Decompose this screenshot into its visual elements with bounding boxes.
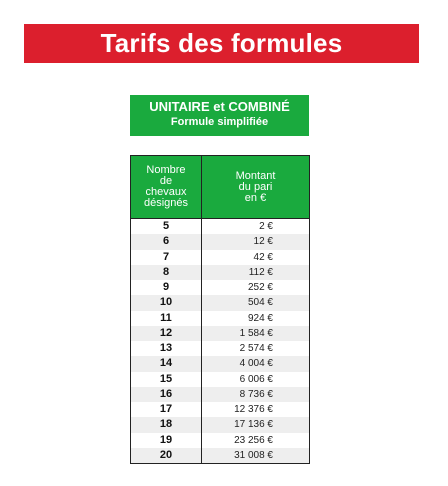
horses-count: 15 xyxy=(131,371,202,387)
horses-count: 19 xyxy=(131,432,202,448)
bet-amount: 504 € xyxy=(247,297,273,309)
table-body: 5 2 € 6 12 € 7 42 € 8 112 € 9 252 € 10 504 € 1… xyxy=(131,219,309,463)
horses-count: 20 xyxy=(131,447,202,463)
horses-count: 9 xyxy=(131,280,202,296)
tariff-table: Nombre de chevaux désignés Montant du pa… xyxy=(130,155,310,464)
horses-count: 12 xyxy=(131,325,202,341)
horses-count: 17 xyxy=(131,402,202,418)
bet-amount: 924 € xyxy=(247,312,273,324)
header-horses: Nombre de chevaux désignés xyxy=(131,156,202,218)
table-row: 8 112 € xyxy=(131,264,309,280)
table-row: 9 252 € xyxy=(131,280,309,296)
table-row: 10 504 € xyxy=(131,295,309,311)
table-row: 7 42 € xyxy=(131,249,309,265)
table-row: 18 17 136 € xyxy=(131,417,309,433)
horses-count: 16 xyxy=(131,386,202,402)
table-row: 19 23 256 € xyxy=(131,432,309,448)
horses-count: 13 xyxy=(131,341,202,357)
page-title: Tarifs des formules xyxy=(24,24,419,63)
bet-amount: 12 376 € xyxy=(234,404,273,415)
bet-amount: 31 008 € xyxy=(234,449,273,461)
formula-header: UNITAIRE et COMBINÉ Formule simplifiée xyxy=(130,95,309,136)
bet-amount: 4 004 € xyxy=(239,358,273,370)
table-row: 6 12 € xyxy=(131,234,309,250)
table-row: 11 924 € xyxy=(131,310,309,326)
bet-amount: 23 256 € xyxy=(234,434,273,446)
table-row: 16 8 736 € xyxy=(131,386,309,402)
horses-count: 6 xyxy=(131,234,202,250)
horses-count: 5 xyxy=(131,219,202,235)
table-row: 14 4 004 € xyxy=(131,356,309,372)
bet-amount: 252 € xyxy=(247,282,273,293)
formula-name: UNITAIRE et COMBINÉ xyxy=(149,99,290,114)
horses-count: 8 xyxy=(131,264,202,280)
table-row: 13 2 574 € xyxy=(131,341,309,357)
header-amount: Montant du pari en € xyxy=(235,169,276,204)
horses-count: 14 xyxy=(131,356,202,372)
table-row: 15 6 006 € xyxy=(131,371,309,387)
horses-count: 10 xyxy=(131,295,202,311)
horses-count: 7 xyxy=(131,249,202,265)
bet-amount: 8 736 € xyxy=(239,388,273,400)
bet-amount: 6 006 € xyxy=(239,373,273,385)
bet-amount: 2 574 € xyxy=(239,343,273,354)
bet-amount: 12 € xyxy=(253,236,273,248)
formula-subtitle: Formule simplifiée xyxy=(170,116,269,128)
table-row: 20 31 008 € xyxy=(131,447,309,463)
horses-count: 18 xyxy=(131,417,202,433)
table-row: 17 12 376 € xyxy=(131,402,309,418)
bet-amount: 42 € xyxy=(253,251,273,263)
bet-amount: 2 € xyxy=(259,221,273,232)
table-row: 5 2 € xyxy=(131,219,309,235)
bet-amount: 112 € xyxy=(248,266,273,278)
table-row: 12 1 584 € xyxy=(131,325,309,341)
bet-amount: 17 136 € xyxy=(234,419,273,431)
table-header: Nombre de chevaux désignés Montant du pa… xyxy=(131,156,309,219)
bet-amount: 1 584 € xyxy=(239,327,273,339)
horses-count: 11 xyxy=(131,310,202,326)
